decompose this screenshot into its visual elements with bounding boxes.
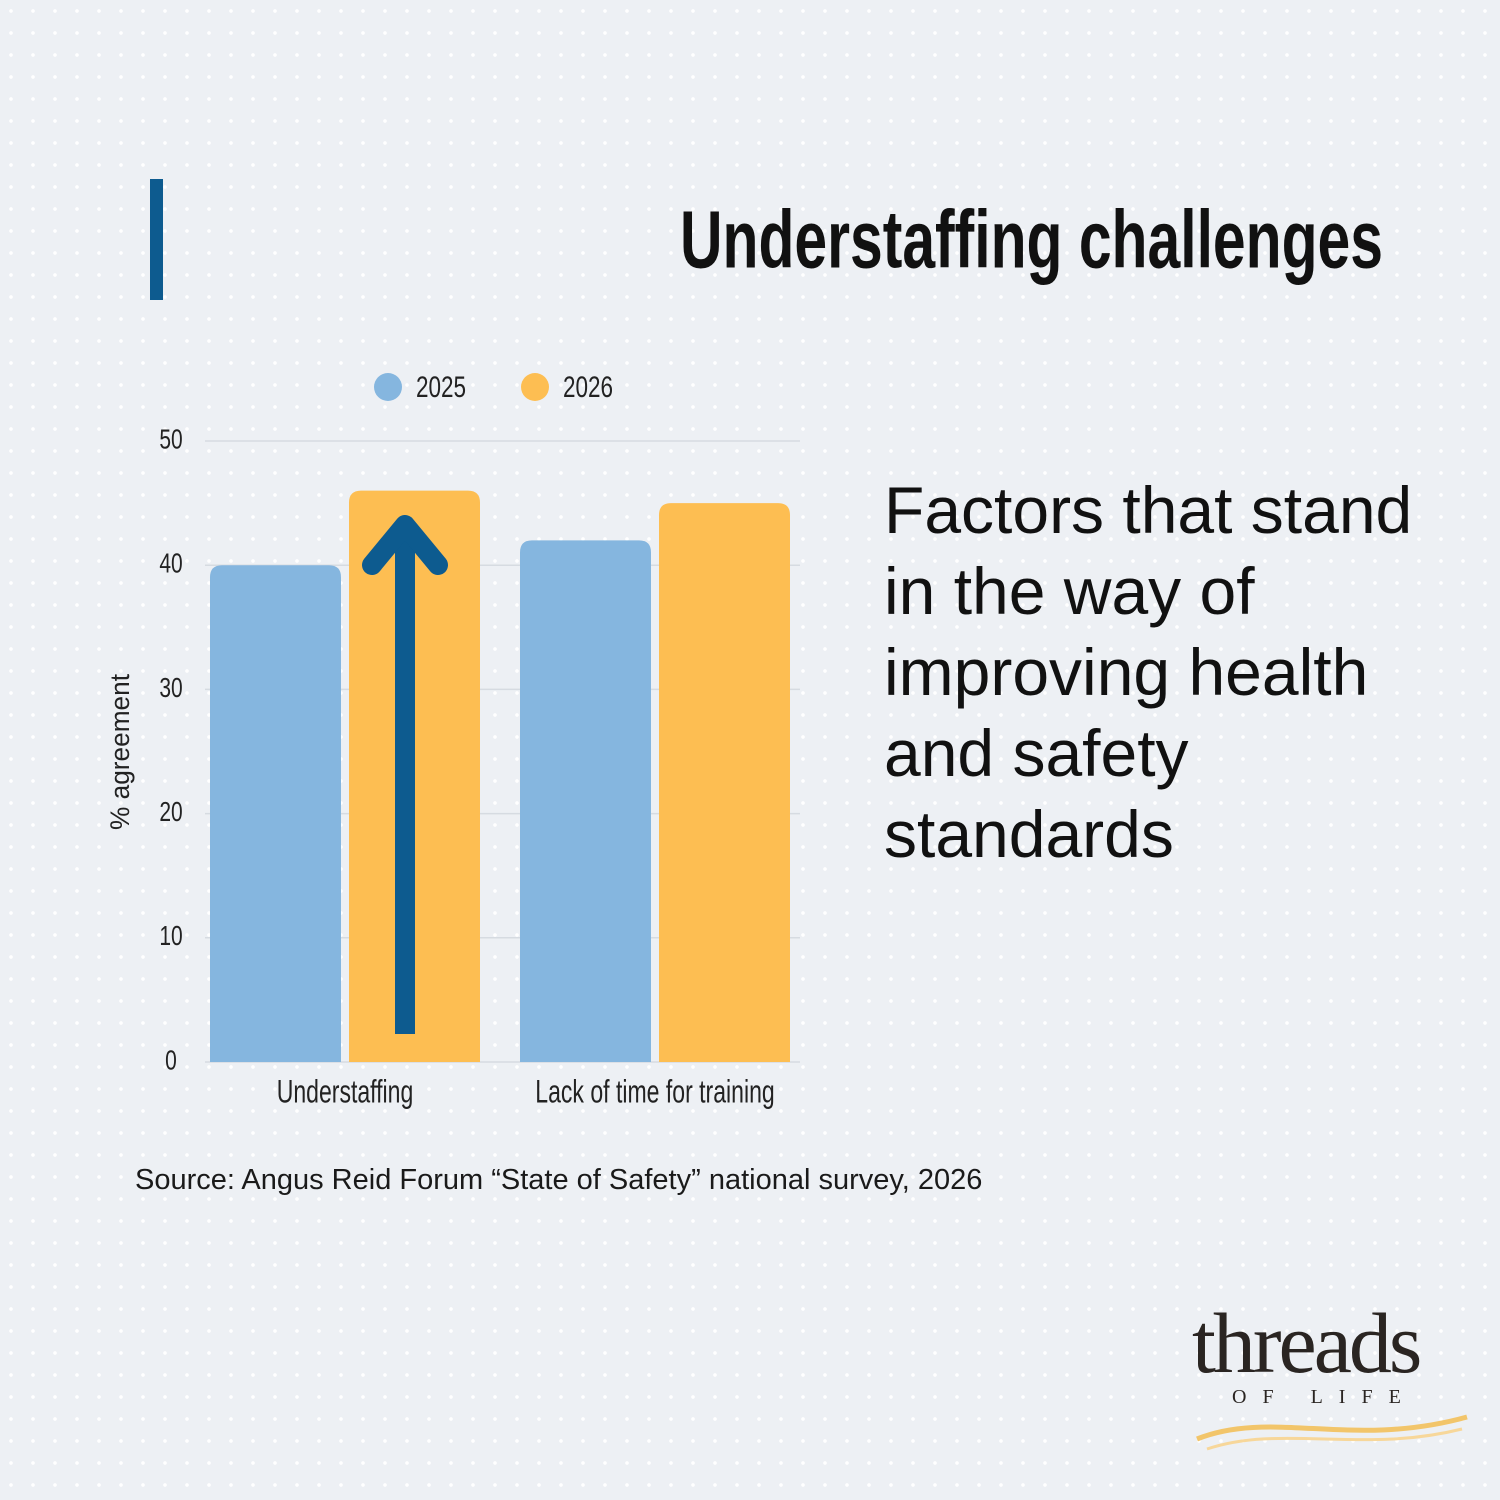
y-tick-label: 0 <box>165 1046 177 1077</box>
y-tick-label: 10 <box>159 921 182 952</box>
arrow-head <box>362 515 448 575</box>
y-tick-label: 20 <box>159 797 182 828</box>
source-note: Source: Angus Reid Forum “State of Safet… <box>135 1164 983 1196</box>
brand-swoosh <box>1196 1414 1468 1451</box>
bar <box>659 503 790 1063</box>
legend-swatch <box>521 373 549 401</box>
brand-tagline: OF LIFE <box>1232 1386 1417 1408</box>
trend-arrow <box>362 515 448 1034</box>
chart-subtitle: Factors that stand in the way of improvi… <box>884 473 1413 871</box>
y-axis-label: % agreement <box>105 674 135 830</box>
bar <box>210 565 341 1062</box>
chart-title: Understaffing challenges <box>680 195 1383 286</box>
y-tick-label: 30 <box>159 673 182 704</box>
legend-label: 2026 <box>563 370 613 404</box>
bar <box>520 540 651 1062</box>
y-tick-label: 50 <box>159 425 182 456</box>
legend-swatch <box>374 373 402 401</box>
header-accent <box>150 179 163 300</box>
plot: 0 10 20 30 40 50 2025 2026 Understaffing Lack of … <box>159 370 800 1110</box>
brand-name: threads <box>1192 1295 1422 1391</box>
brand-logo: threads OF LIFE <box>1192 1300 1472 1464</box>
legend-label: 2025 <box>416 370 466 404</box>
x-tick-label: Lack of time for training <box>535 1074 774 1110</box>
x-tick-label: Understaffing <box>277 1074 414 1110</box>
y-tick-label: 40 <box>159 549 182 580</box>
